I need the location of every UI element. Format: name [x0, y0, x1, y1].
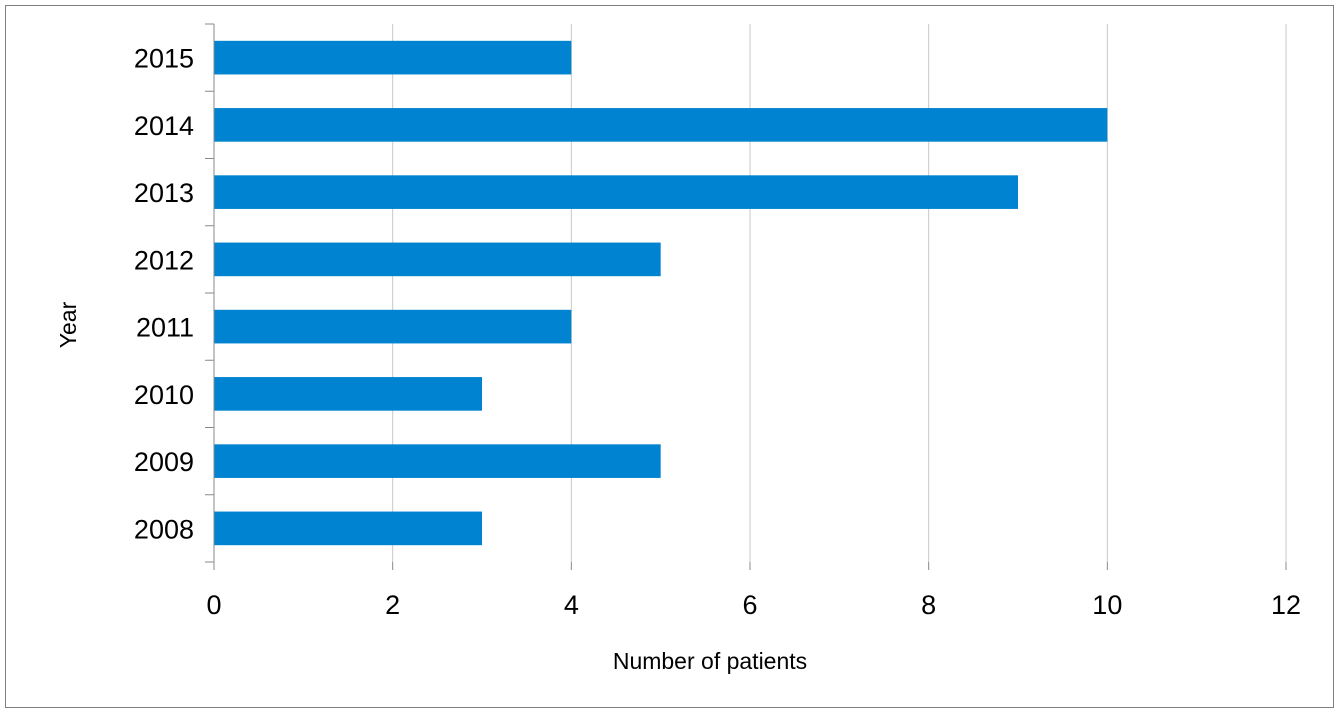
x-tick-label: 2 — [385, 590, 400, 620]
bar-2010 — [214, 377, 482, 411]
bar-2008 — [214, 511, 482, 546]
x-tick-label: 10 — [1092, 590, 1122, 620]
y-tick-label: 2011 — [136, 313, 194, 343]
y-tick-label: 2013 — [134, 178, 194, 208]
y-axis-title: Year — [55, 301, 81, 348]
axes — [205, 23, 1287, 570]
y-tick-label: 2010 — [134, 380, 194, 410]
tick-labels: 0 2 4 6 8 10 12 2008 2009 2010 2011 2012 2013 2014 201… — [134, 44, 1301, 620]
y-tick-label: 2015 — [134, 44, 194, 74]
bars — [214, 40, 1108, 546]
y-tick-label: 2009 — [134, 447, 194, 477]
bar-2013 — [214, 175, 1018, 209]
y-tick-label: 2008 — [134, 514, 194, 544]
x-tick-label: 8 — [921, 590, 936, 620]
x-tick-label: 12 — [1271, 590, 1301, 620]
x-tick-label: 6 — [742, 590, 757, 620]
bar-2014 — [214, 108, 1108, 142]
y-tick-label: 2014 — [134, 111, 194, 141]
gridlines — [392, 24, 1287, 562]
bar-2009 — [214, 444, 661, 478]
bar-2011 — [214, 309, 572, 344]
bar-2012 — [214, 242, 661, 277]
x-axis-title: Number of patients — [613, 648, 807, 674]
x-tick-label: 4 — [564, 590, 579, 620]
x-tick-label: 0 — [206, 590, 221, 620]
y-tick-label: 2012 — [134, 245, 194, 275]
bar-2015 — [214, 40, 572, 75]
